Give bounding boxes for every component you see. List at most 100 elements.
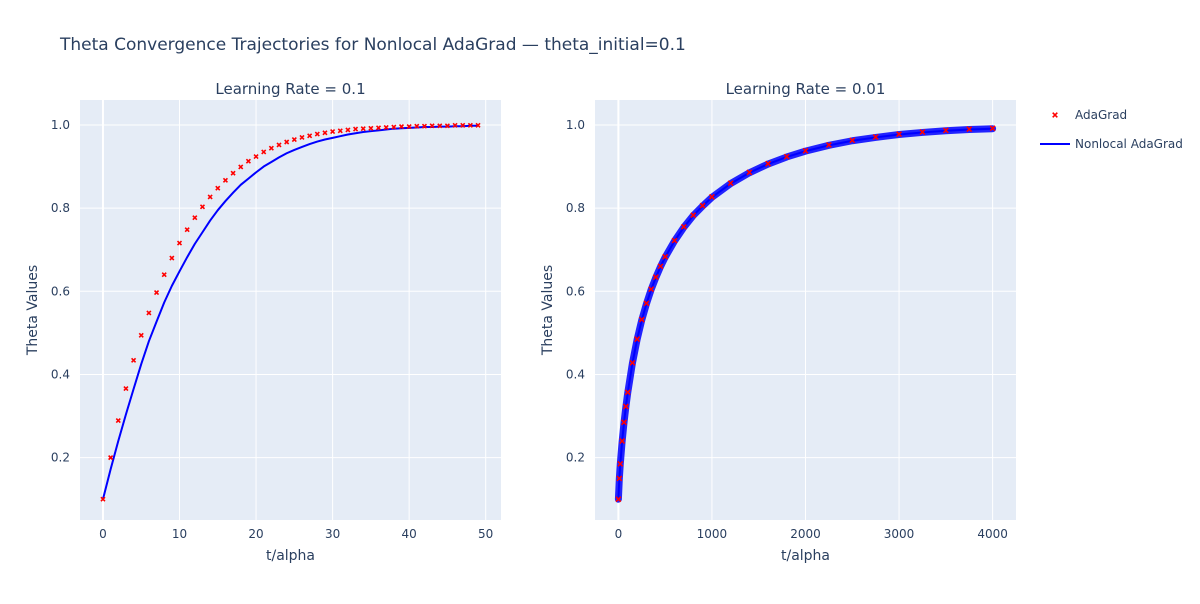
y-tick-label: 1.0	[51, 118, 70, 132]
data-point	[222, 177, 229, 183]
data-point	[375, 125, 382, 131]
y-tick-label: 0.8	[566, 201, 585, 215]
y-axis-label: Theta Values	[540, 265, 556, 356]
data-point	[199, 204, 206, 210]
data-point	[245, 158, 251, 164]
data-point	[616, 475, 623, 482]
y-axis-label: Theta Values	[25, 265, 41, 356]
data-point	[192, 215, 198, 221]
data-point	[708, 193, 715, 200]
data-point	[414, 123, 420, 129]
data-point	[638, 316, 645, 323]
data-point	[230, 170, 236, 176]
data-point	[138, 332, 144, 338]
data-point	[123, 386, 129, 392]
data-point	[238, 164, 244, 170]
data-point	[671, 237, 678, 244]
data-point	[215, 185, 221, 191]
data-point	[391, 124, 397, 130]
data-point	[657, 263, 664, 270]
data-point	[621, 419, 627, 426]
data-point	[652, 274, 659, 281]
data-point	[153, 289, 160, 296]
data-point	[330, 129, 336, 135]
data-point	[467, 122, 473, 128]
subplot-2: 0 1000 2000 3000 4000 0.2 0.4 0.6 0.8 1.0 Learning…	[540, 80, 1016, 564]
data-point	[619, 438, 626, 444]
data-point	[629, 359, 636, 366]
x-tick-label: 0	[99, 527, 107, 541]
data-point	[765, 160, 772, 167]
data-point	[622, 403, 629, 410]
y-tick-label: 0.4	[566, 367, 585, 381]
x-tick-label: 50	[478, 527, 493, 541]
data-point	[849, 137, 856, 144]
x-tick-label: 4000	[977, 527, 1008, 541]
data-point	[268, 145, 274, 151]
data-point	[100, 496, 106, 502]
data-point	[176, 240, 183, 246]
data-point	[337, 128, 343, 134]
data-point	[115, 418, 121, 424]
data-point	[284, 139, 290, 145]
data-point	[475, 122, 481, 128]
data-point	[429, 123, 435, 129]
y-tick-label: 0.2	[566, 451, 585, 465]
data-point	[314, 131, 320, 137]
gridlines	[80, 100, 501, 520]
x-tick-label: 1000	[697, 527, 728, 541]
data-point	[307, 133, 313, 139]
data-point	[299, 134, 305, 140]
data-point	[161, 272, 167, 278]
x-tick-label: 10	[172, 527, 187, 541]
data-point	[398, 124, 405, 130]
legend-label: Nonlocal AdaGrad	[1075, 137, 1183, 151]
data-point	[261, 149, 267, 155]
data-point	[276, 142, 282, 148]
data-point	[460, 122, 466, 128]
data-point	[634, 336, 641, 343]
legend[interactable]: AdaGrad Nonlocal AdaGrad	[1040, 108, 1183, 151]
data-point	[643, 300, 650, 307]
legend-marker-x	[1052, 112, 1058, 118]
data-point	[919, 129, 926, 135]
subplots: 0 10 20 30 40 50 0.2 0.4 0.6 0.8 1.0 Learning Rate …	[25, 80, 1016, 564]
data-point	[146, 310, 152, 316]
x-tick-label: 2000	[790, 527, 821, 541]
x-axis-label: t/alpha	[781, 548, 830, 564]
x-tick-label: 40	[402, 527, 417, 541]
x-tick-label: 20	[248, 527, 263, 541]
data-point	[783, 153, 790, 160]
x-tick-label: 30	[325, 527, 340, 541]
data-point	[872, 134, 879, 140]
data-point	[253, 153, 259, 160]
y-tick-label: 0.6	[566, 284, 585, 298]
data-point	[368, 125, 374, 131]
data-point	[662, 253, 669, 260]
data-point	[360, 126, 366, 132]
y-tick-label: 0.4	[51, 367, 70, 381]
legend-label: AdaGrad	[1075, 108, 1127, 122]
y-tick-label: 0.8	[51, 201, 70, 215]
data-point	[131, 357, 137, 363]
data-point	[690, 212, 697, 219]
y-tick-label: 0.2	[51, 451, 70, 465]
data-point	[699, 202, 706, 209]
data-point	[383, 124, 389, 131]
legend-item[interactable]: AdaGrad	[1052, 108, 1127, 122]
x-tick-label: 3000	[884, 527, 915, 541]
data-point	[452, 122, 458, 128]
data-point	[802, 147, 809, 154]
data-point	[207, 194, 213, 200]
subplot-1: 0 10 20 30 40 50 0.2 0.4 0.6 0.8 1.0 Learning Rate …	[25, 80, 501, 564]
data-point	[352, 126, 359, 132]
data-point	[966, 126, 973, 133]
data-point	[825, 141, 832, 148]
legend-item[interactable]: Nonlocal AdaGrad	[1040, 137, 1183, 151]
data-point	[421, 123, 428, 129]
y-tick-label: 0.6	[51, 284, 70, 298]
data-point	[444, 123, 450, 129]
data-point	[322, 130, 328, 136]
subplot-title: Learning Rate = 0.1	[215, 80, 365, 98]
